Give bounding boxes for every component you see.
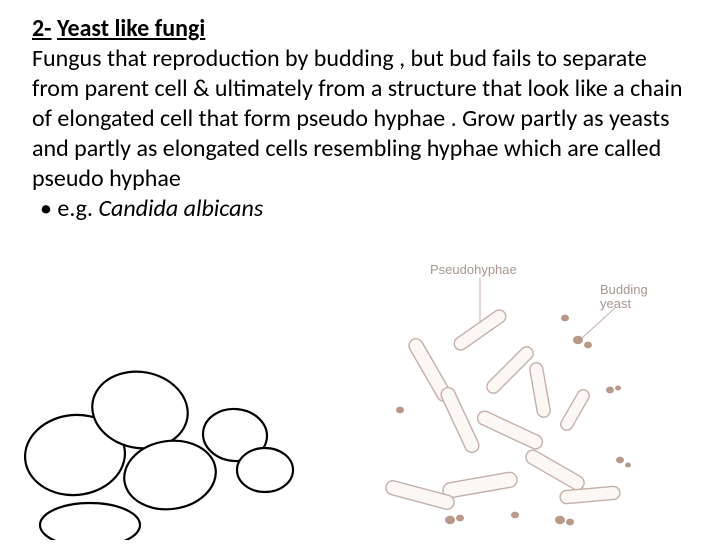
figure-budding-cells: [20, 340, 300, 540]
heading-line: 2- Yeast like fungi: [32, 14, 692, 44]
label-budding-l1: Budding: [600, 282, 648, 297]
example-name: Candida albicans: [98, 194, 263, 223]
label-pseudohyphae: Pseudohyphae: [430, 262, 517, 277]
heading-number: 2-: [32, 14, 52, 43]
bullet: • e.g.: [40, 194, 93, 223]
budding-cells-svg: [20, 340, 300, 540]
pseudohyphae-svg: [360, 260, 700, 540]
example-line: • e.g. Candida albicans: [32, 194, 692, 224]
heading-title: Yeast like fungi: [57, 14, 205, 43]
figures-area: Pseudohyphae Budding yeast: [0, 250, 720, 540]
figure-pseudohyphae: Pseudohyphae Budding yeast: [360, 260, 700, 540]
body-paragraph: Fungus that reproduction by budding , bu…: [32, 44, 692, 194]
label-budding-l2: yeast: [600, 296, 631, 311]
slide-content: 2- Yeast like fungi Fungus that reproduc…: [0, 0, 720, 224]
